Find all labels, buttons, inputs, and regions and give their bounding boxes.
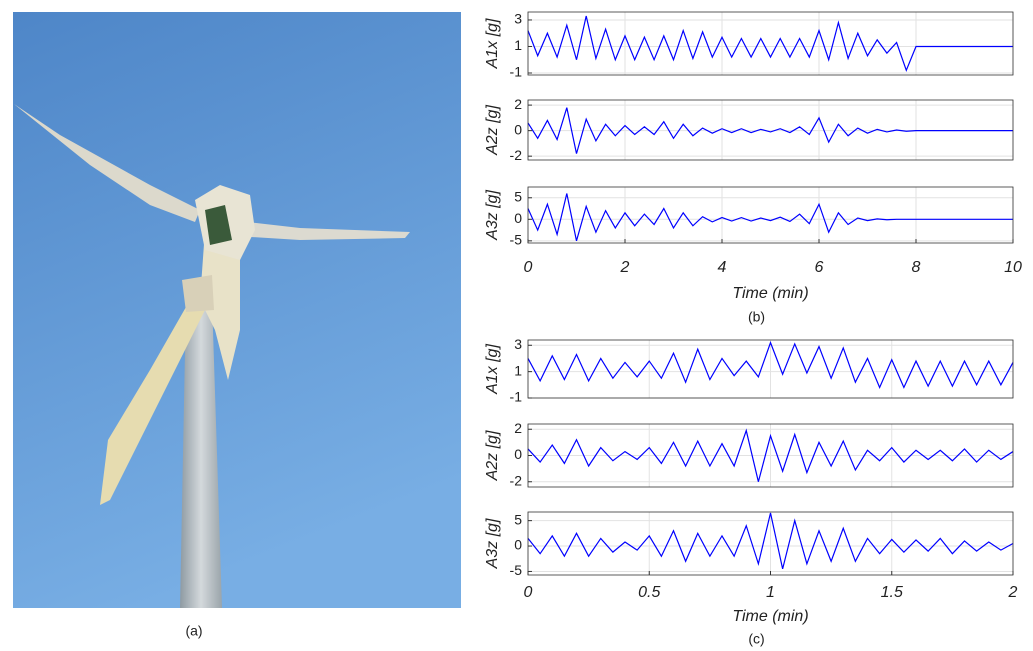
x-tick-label: 6 <box>815 259 824 276</box>
axes-frame <box>527 339 1014 399</box>
y-tick-label: 0 <box>514 446 522 462</box>
y-tick-label: -1 <box>510 64 523 80</box>
y-tick-label: 1 <box>514 37 522 53</box>
y-tick-label: 0 <box>514 210 522 226</box>
signal-line <box>527 512 1014 570</box>
x-tick-label: 1 <box>766 584 775 601</box>
x-tick-label: 0.5 <box>638 584 660 601</box>
y-tick-label: 5 <box>514 511 522 527</box>
y-tick-label: -5 <box>510 562 523 578</box>
x-tick-label: 4 <box>718 259 727 276</box>
signal-line <box>527 107 1013 154</box>
signal-line <box>527 428 1014 482</box>
x-tick-label: 1.5 <box>881 584 903 601</box>
y-tick-label: 2 <box>514 420 522 436</box>
caption: (b) <box>748 309 765 325</box>
turbine-photo: (a) <box>13 12 461 639</box>
y-tick-label: 3 <box>514 336 522 352</box>
y-tick-label: -2 <box>510 147 523 163</box>
y-tick-label: -5 <box>510 232 523 248</box>
y-tick-label: 3 <box>514 11 522 27</box>
y-axis-label: A2z [g] <box>484 105 501 156</box>
x-tick-label: 8 <box>912 259 921 276</box>
y-tick-label: -1 <box>510 389 523 405</box>
y-tick-label: 5 <box>514 188 522 204</box>
y-axis-label: A1x [g] <box>484 344 501 395</box>
signal-line <box>527 15 1013 73</box>
x-tick-label: 0 <box>524 584 533 601</box>
x-axis-label: Time (min) <box>732 608 808 625</box>
y-tick-label: -2 <box>510 472 523 488</box>
y-tick-label: 0 <box>514 121 522 137</box>
axes-frame <box>527 186 1014 244</box>
plot-area <box>528 187 1013 243</box>
x-tick-label: 0 <box>524 259 533 276</box>
axes-frame <box>527 423 1014 488</box>
signal-line <box>527 193 1013 242</box>
x-tick-label: 2 <box>1008 584 1018 601</box>
y-axis-label: A1x [g] <box>484 18 501 69</box>
y-axis-label: A3z [g] <box>484 190 501 241</box>
y-axis-label: A3z [g] <box>484 518 501 569</box>
signal-line <box>527 340 1014 389</box>
y-axis-label: A2z [g] <box>484 430 501 481</box>
x-tick-label: 2 <box>620 259 630 276</box>
plot-area <box>528 100 1013 160</box>
plot-area <box>528 12 1013 75</box>
axes-frame <box>527 99 1014 161</box>
y-tick-label: 1 <box>514 362 522 378</box>
x-axis-label: Time (min) <box>732 285 808 302</box>
axes-frame <box>527 11 1014 76</box>
caption: (a) <box>185 623 202 639</box>
y-tick-label: 2 <box>514 96 522 112</box>
caption: (c) <box>748 631 764 647</box>
x-tick-label: 10 <box>1004 259 1022 276</box>
y-tick-label: 0 <box>514 537 522 553</box>
